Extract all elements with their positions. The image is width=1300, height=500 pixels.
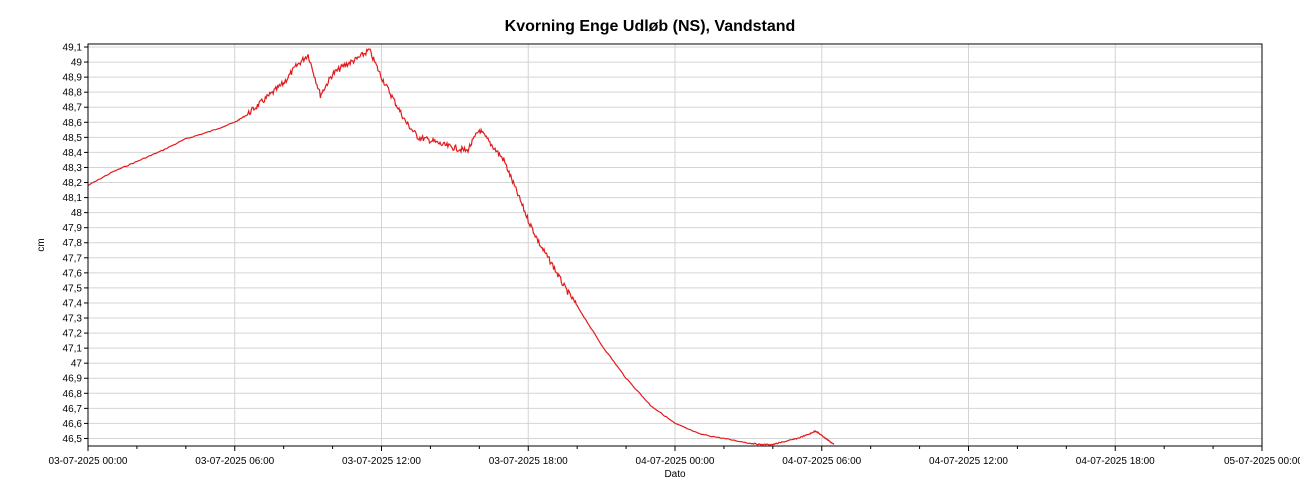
y-tick-label: 48,7 [63, 103, 83, 114]
y-axis-label: cm [36, 238, 47, 251]
y-tick-label: 48,5 [63, 133, 83, 144]
y-tick-label: 48,9 [63, 73, 83, 84]
x-tick-label: 04-07-2025 06:00 [782, 456, 861, 467]
y-tick-label: 48,1 [63, 193, 83, 204]
y-tick-label: 46,7 [63, 404, 83, 415]
y-tick-label: 48,2 [63, 178, 83, 189]
y-tick-label: 47,5 [63, 283, 83, 294]
y-tick-label: 49,1 [63, 43, 83, 54]
y-tick-label: 47,9 [63, 223, 83, 234]
x-tick-label: 04-07-2025 00:00 [636, 456, 715, 467]
y-tick-label: 47,1 [63, 344, 83, 355]
y-tick-label: 47,6 [63, 268, 83, 279]
series-line [87, 48, 835, 446]
y-tick-label: 48,6 [63, 118, 83, 129]
x-tick-label: 03-07-2025 06:00 [195, 456, 274, 467]
series-layer [87, 48, 835, 446]
x-tick-label: 03-07-2025 18:00 [489, 456, 568, 467]
y-tick-label: 47,7 [63, 253, 83, 264]
grid-lines [87, 44, 1263, 446]
y-tick-label: 47,2 [63, 329, 83, 340]
x-tick-label: 03-07-2025 00:00 [49, 456, 128, 467]
y-tick-label: 46,6 [63, 419, 83, 430]
x-tick-label: 03-07-2025 12:00 [342, 456, 421, 467]
x-axis-label: Dato [664, 469, 686, 480]
x-tick-label: 04-07-2025 18:00 [1076, 456, 1155, 467]
y-tick-label: 47,4 [63, 298, 83, 309]
y-axis-ticks: 49,1 49 48,9 48,8 48,7 48,6 48,5 48,4 48,3 48,2 48… [63, 43, 88, 445]
y-tick-label: 46,9 [63, 374, 83, 385]
plot-frame [87, 43, 1263, 447]
y-tick-label: 46,5 [63, 434, 83, 445]
x-tick-label: 05-07-2025 00:00 [1224, 456, 1300, 467]
x-tick-label: 04-07-2025 12:00 [929, 456, 1008, 467]
x-axis-ticks: 03-07-2025 00:00 03-07-2025 06:00 03-07-20… [49, 446, 1300, 467]
y-tick-label: 47 [71, 359, 83, 370]
y-tick-label: 47,3 [63, 314, 83, 325]
chart-title: Kvorning Enge Udløb (NS), Vandstand [504, 18, 796, 35]
y-tick-label: 47,8 [63, 238, 83, 249]
y-tick-label: 48,3 [63, 163, 83, 174]
y-tick-label: 46,8 [63, 389, 83, 400]
y-tick-label: 49 [71, 58, 83, 69]
y-tick-label: 48,4 [63, 148, 83, 159]
y-tick-label: 48,8 [63, 88, 83, 99]
y-tick-label: 48 [71, 208, 83, 219]
